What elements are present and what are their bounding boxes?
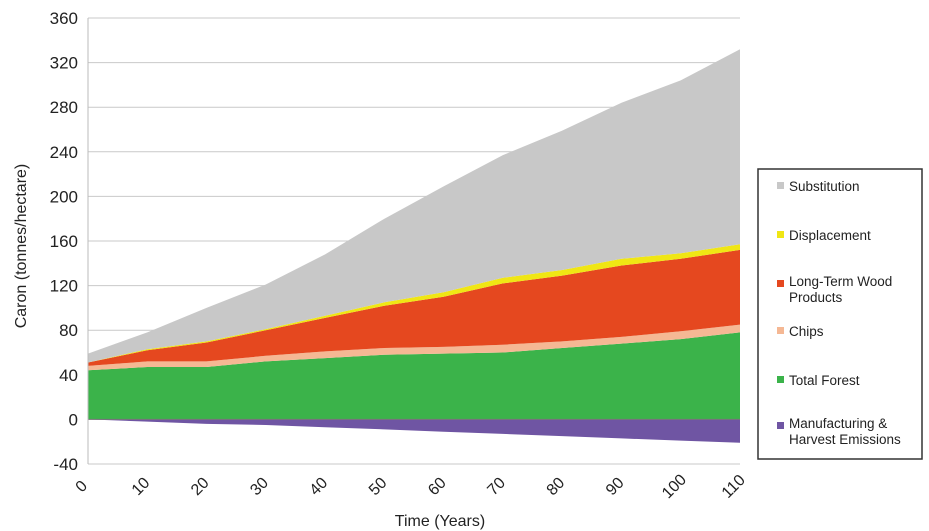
x-tick-labels: 0 10 20 30 40 50 60 70 80 90 100 110 bbox=[73, 471, 749, 502]
x-tick-label-6: 60 bbox=[425, 474, 450, 499]
legend-label-total-forest: Total Forest bbox=[789, 373, 860, 388]
plot-areas bbox=[88, 49, 740, 443]
x-tick-label-10: 100 bbox=[659, 471, 690, 502]
y-tick-label-0: 360 bbox=[50, 9, 78, 28]
area-chips bbox=[88, 324, 740, 371]
x-tick-label-4: 40 bbox=[307, 474, 332, 499]
legend-item-total-forest: Total Forest bbox=[777, 373, 860, 388]
x-tick-label-1: 10 bbox=[129, 474, 154, 499]
legend-swatch-total-forest bbox=[777, 376, 784, 383]
x-tick-label-9: 90 bbox=[603, 474, 628, 499]
x-tick-label-5: 50 bbox=[366, 474, 391, 499]
x-tick-label-11: 110 bbox=[719, 472, 749, 502]
area-total-forest bbox=[88, 332, 740, 420]
y-tick-label-7: 80 bbox=[59, 321, 78, 340]
y-tick-labels: 360 320 280 240 200 160 120 80 40 0 -40 bbox=[50, 9, 78, 474]
x-tick-label-2: 20 bbox=[188, 474, 213, 499]
legend-label-manufacturing-harvest-emissions: Manufacturing & Harvest Emissions bbox=[789, 416, 901, 447]
legend-swatch-displacement bbox=[777, 231, 784, 238]
legend-item-long-term-wood-products: Long-Term Wood Products bbox=[777, 274, 893, 305]
legend-item-manufacturing-harvest-emissions: Manufacturing & Harvest Emissions bbox=[777, 416, 901, 447]
y-tick-label-3: 240 bbox=[50, 143, 78, 162]
area-substitution bbox=[88, 49, 740, 363]
legend-label-long-term-wood-products: Long-Term Wood Products bbox=[789, 274, 893, 305]
legend-item-chips: Chips bbox=[777, 324, 824, 339]
legend-label-substitution: Substitution bbox=[789, 179, 860, 194]
x-tick-label-0: 0 bbox=[73, 478, 91, 496]
legend-swatch-chips bbox=[777, 327, 784, 334]
y-axis-title: Caron (tonnes/hectare) bbox=[13, 164, 30, 329]
legend-item-displacement: Displacement bbox=[777, 228, 871, 243]
axes bbox=[87, 18, 740, 464]
legend: Substitution Displacement Long-Term Wood… bbox=[757, 168, 923, 460]
y-tick-label-2: 280 bbox=[50, 98, 78, 117]
legend-swatch-manufacturing-harvest-emissions bbox=[777, 422, 784, 429]
legend-box bbox=[757, 168, 923, 460]
legend-swatch-long-term-wood-products bbox=[777, 280, 784, 287]
legend-item-substitution: Substitution bbox=[777, 179, 860, 194]
area-displacement bbox=[88, 244, 740, 363]
y-tick-label-4: 200 bbox=[50, 187, 78, 206]
y-tick-label-8: 40 bbox=[59, 366, 78, 385]
y-tick-label-9: 0 bbox=[69, 410, 78, 429]
y-tick-label-10: -40 bbox=[53, 455, 78, 474]
area-manufacturing-harvest-emissions bbox=[88, 419, 740, 443]
y-tick-label-6: 120 bbox=[50, 277, 78, 296]
legend-swatch-substitution bbox=[777, 182, 784, 189]
legend-label-wrap-long-term-wood-products: Long-Term Wood Products bbox=[789, 274, 893, 305]
x-tick-label-8: 80 bbox=[544, 474, 569, 499]
x-axis-title: Time (Years) bbox=[395, 513, 485, 530]
legend-label-displacement: Displacement bbox=[789, 228, 871, 243]
x-tick-label-3: 30 bbox=[247, 474, 272, 499]
area-long-term-wood-products bbox=[88, 249, 740, 366]
legend-label-wrap-manufacturing-harvest-emissions: Manufacturing & Harvest Emissions bbox=[789, 416, 901, 447]
legend-label-chips: Chips bbox=[789, 324, 824, 339]
x-tick-label-7: 70 bbox=[484, 474, 509, 499]
y-tick-label-5: 160 bbox=[50, 232, 78, 251]
y-tick-label-1: 320 bbox=[50, 54, 78, 73]
